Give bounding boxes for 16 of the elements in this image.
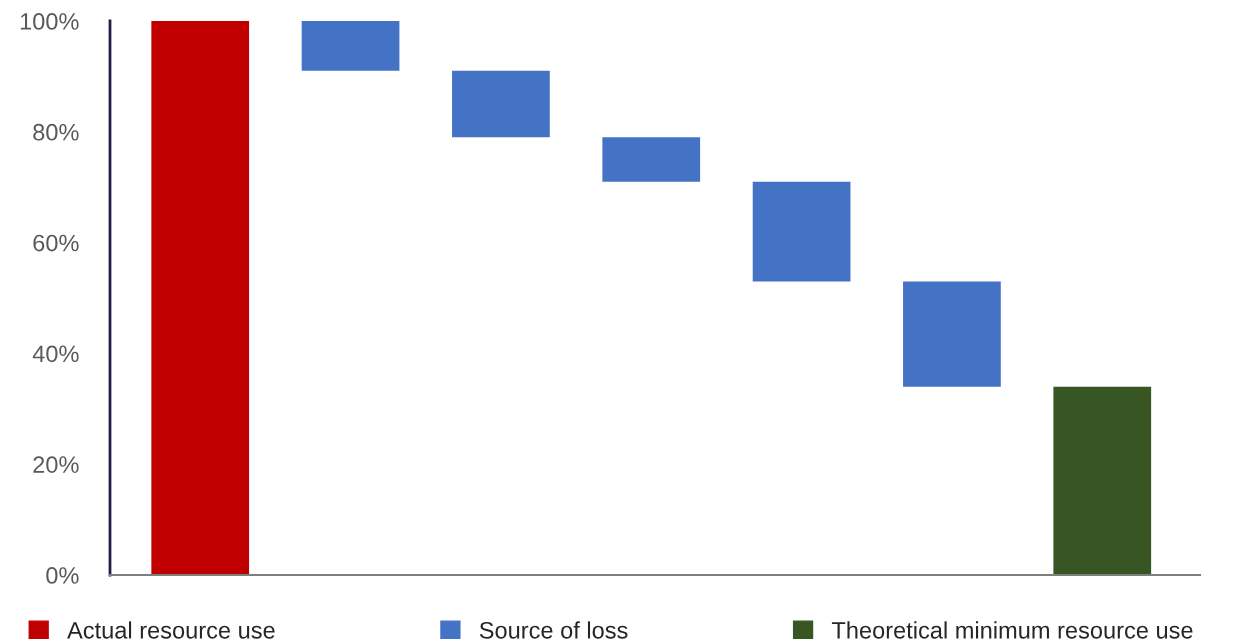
- bar: [752, 181, 851, 282]
- legend-label: Actual resource use: [67, 621, 275, 639]
- bar: [903, 281, 1001, 387]
- legend-label: Theoretical minimum resource use: [831, 621, 1193, 639]
- bar: [301, 21, 400, 71]
- y-tick-label: 80%: [33, 123, 79, 141]
- bar: [452, 70, 550, 138]
- y-tick-label: 0%: [46, 567, 79, 584]
- legend-label: Source of loss: [479, 621, 628, 639]
- y-tick-label: 100%: [20, 13, 79, 30]
- bar: [602, 137, 701, 182]
- y-tick-label: 40%: [32, 345, 79, 363]
- bar: [1053, 386, 1152, 575]
- y-tick-label: 60%: [33, 234, 79, 252]
- y-tick-label: 20%: [33, 456, 79, 473]
- bar: [151, 21, 250, 575]
